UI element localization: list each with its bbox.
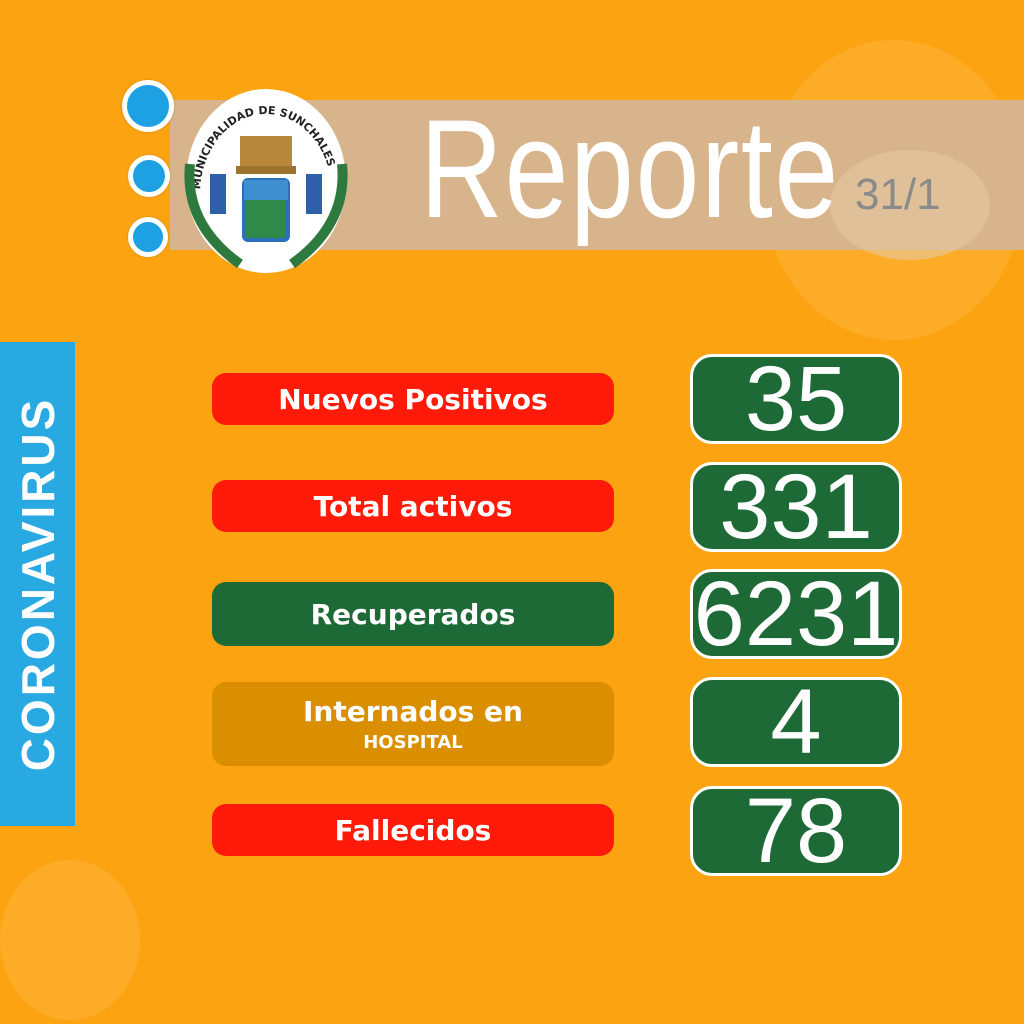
stat-value-nuevos-positivos: 35 [690, 353, 902, 445]
label-subtext: HOSPITAL [363, 732, 463, 753]
label-text: Internados en [303, 695, 523, 728]
decor-dot-icon [128, 217, 168, 257]
stat-value-recuperados: 6231 [690, 568, 902, 660]
label-text: Total activos [313, 489, 513, 523]
page-title: Reporte [420, 90, 840, 247]
label-text: Recuperados [310, 597, 516, 631]
stat-label-nuevos-positivos: Nuevos Positivos [212, 373, 614, 425]
stat-value-total-activos: 331 [690, 461, 902, 553]
label-text: Fallecidos [334, 813, 492, 847]
decor-dot-icon [128, 155, 170, 197]
sidebar-label: CORONAVIRUS [11, 396, 64, 772]
decor-dot-icon [122, 80, 174, 132]
stat-value-internados: 4 [690, 676, 902, 768]
stat-label-recuperados: Recuperados [212, 582, 614, 646]
background-blob [0, 860, 140, 1020]
stat-label-fallecidos: Fallecidos [212, 804, 614, 856]
date-bubble [830, 150, 990, 260]
municipal-seal-logo: MUNICIPALIDAD DE SUNCHALES [180, 84, 352, 278]
report-date: 31/1 [855, 170, 941, 219]
stat-label-internados: Internados en HOSPITAL [212, 682, 614, 766]
sidebar-banner: CORONAVIRUS [0, 342, 75, 826]
label-text: Nuevos Positivos [278, 382, 548, 416]
stat-value-fallecidos: 78 [690, 785, 902, 877]
stat-label-total-activos: Total activos [212, 480, 614, 532]
